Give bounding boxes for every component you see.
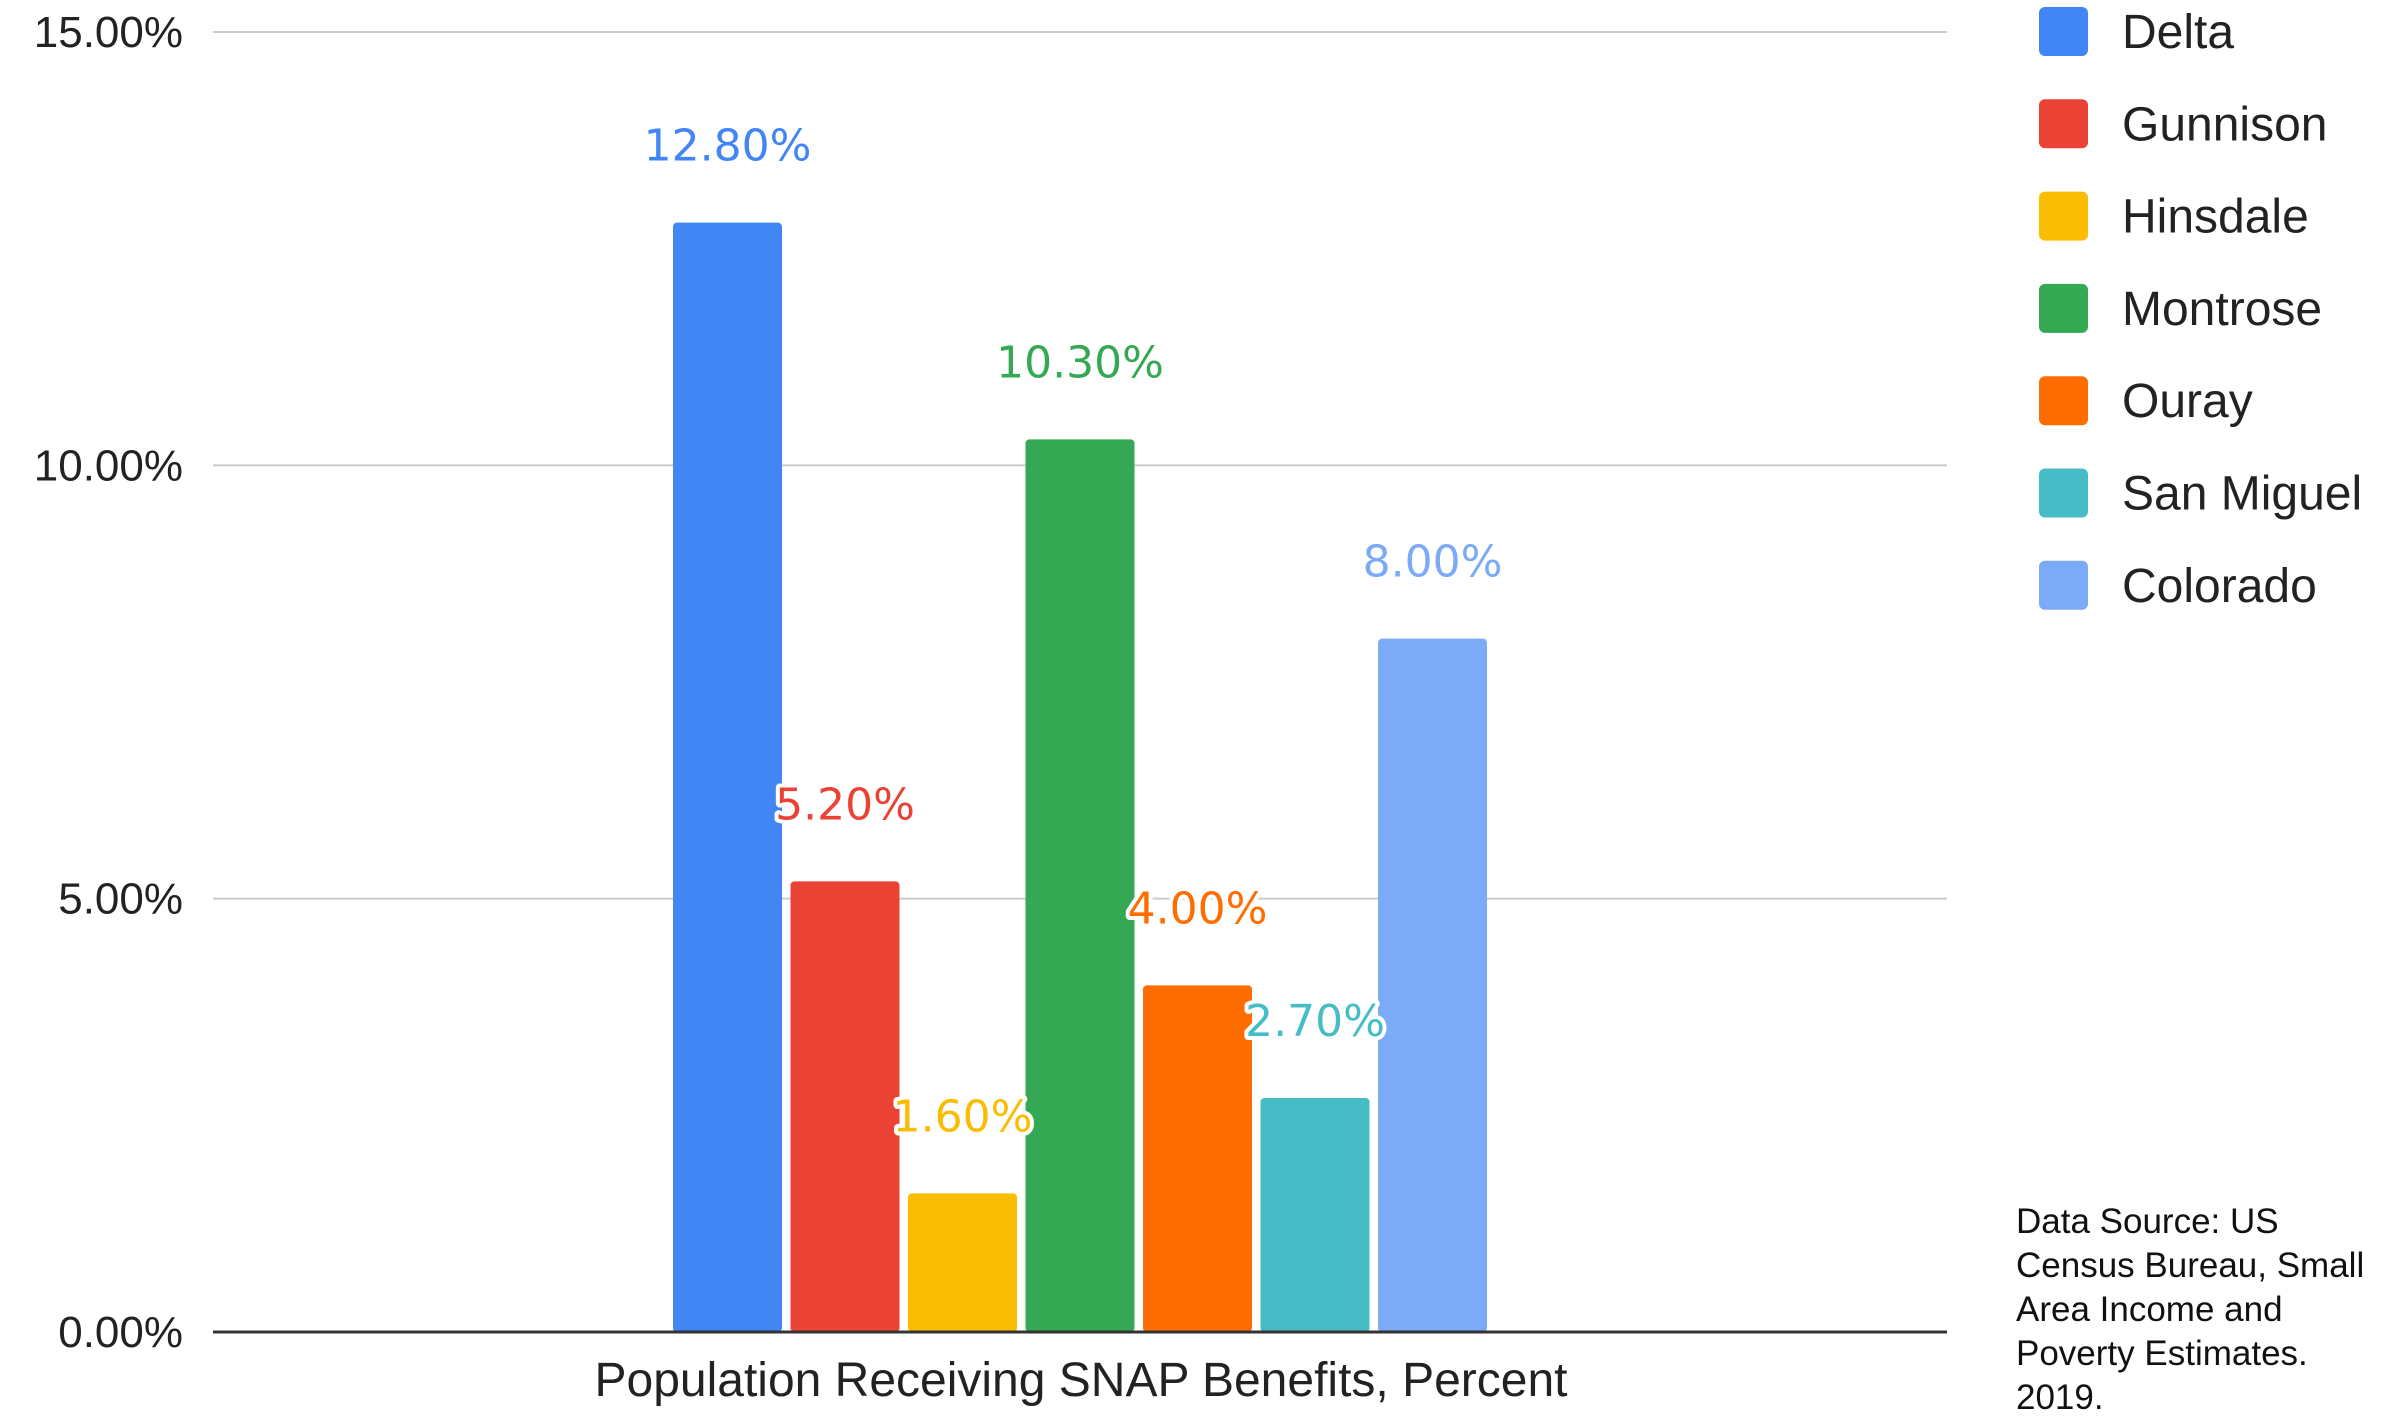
bar-ouray	[1143, 985, 1252, 1332]
data-label: 10.30%	[996, 337, 1164, 388]
bar-gunnison	[790, 881, 900, 1332]
data-label: 8.00%	[1363, 537, 1503, 588]
legend-swatch	[2039, 99, 2088, 149]
data-source-line: Poverty Estimates.	[2016, 1334, 2308, 1373]
data-label: 4.00%	[1128, 883, 1268, 934]
legend-label: Gunnison	[2122, 98, 2327, 151]
bar-delta	[673, 222, 782, 1333]
legend-label: Ouray	[2122, 375, 2253, 428]
y-tick-label: 15.00%	[34, 8, 183, 57]
data-source-line: Area Income and	[2016, 1290, 2283, 1329]
x-category-label: Population Receiving SNAP Benefits, Perc…	[594, 1354, 1567, 1407]
data-label: 1.60%	[893, 1091, 1033, 1142]
data-labels: 12.80% 5.20% 1.60% 10.30% 4.00% 2.70% 8.00%	[640, 117, 1507, 1147]
legend-label: Montrose	[2122, 283, 2322, 336]
x-axis-labels: Population Receiving SNAP Benefits, Perc…	[594, 1354, 1567, 1407]
legend-label: Delta	[2122, 6, 2234, 59]
legend-item: Ouray	[2039, 375, 2253, 428]
bar-san-miguel	[1260, 1098, 1370, 1332]
data-source-line: Census Bureau, Small	[2016, 1246, 2365, 1285]
legend-item: Gunnison	[2039, 98, 2327, 151]
y-axis-ticks: 0.00% 5.00% 10.00% 15.00%	[34, 8, 183, 1357]
bars	[673, 222, 1487, 1333]
legend-swatch	[2039, 468, 2088, 518]
legend-swatch	[2039, 376, 2088, 426]
data-label: 2.70%	[1245, 996, 1385, 1047]
data-source-note: Data Source: US Census Bureau, Small Are…	[2016, 1200, 2382, 1420]
legend-swatch	[2039, 560, 2088, 610]
y-tick-label: 0.00%	[58, 1308, 183, 1357]
bar-hinsdale	[908, 1193, 1017, 1332]
legend-item: San Miguel	[2039, 468, 2362, 521]
y-tick-label: 10.00%	[34, 441, 183, 490]
legend-item: Colorado	[2039, 560, 2317, 613]
bar-colorado	[1378, 638, 1487, 1332]
y-tick-label: 5.00%	[58, 875, 183, 924]
legend-item: Delta	[2039, 6, 2234, 59]
data-label: 5.20%	[775, 779, 915, 830]
legend-swatch	[2039, 283, 2088, 333]
bar-montrose	[1025, 439, 1135, 1332]
legend-item: Hinsdale	[2039, 191, 2309, 244]
legend: Delta Gunnison Hinsdale Montrose Ouray San Mi…	[2039, 6, 2362, 613]
data-source-line: 2019.	[2016, 1378, 2104, 1417]
legend-swatch	[2039, 7, 2088, 56]
legend-item: Montrose	[2039, 283, 2322, 336]
data-source-line: Data Source: US	[2016, 1202, 2279, 1241]
data-label: 12.80%	[644, 121, 812, 172]
legend-label: Hinsdale	[2122, 191, 2309, 244]
legend-label: Colorado	[2122, 560, 2317, 613]
legend-label: San Miguel	[2122, 468, 2362, 521]
legend-swatch	[2039, 191, 2088, 241]
